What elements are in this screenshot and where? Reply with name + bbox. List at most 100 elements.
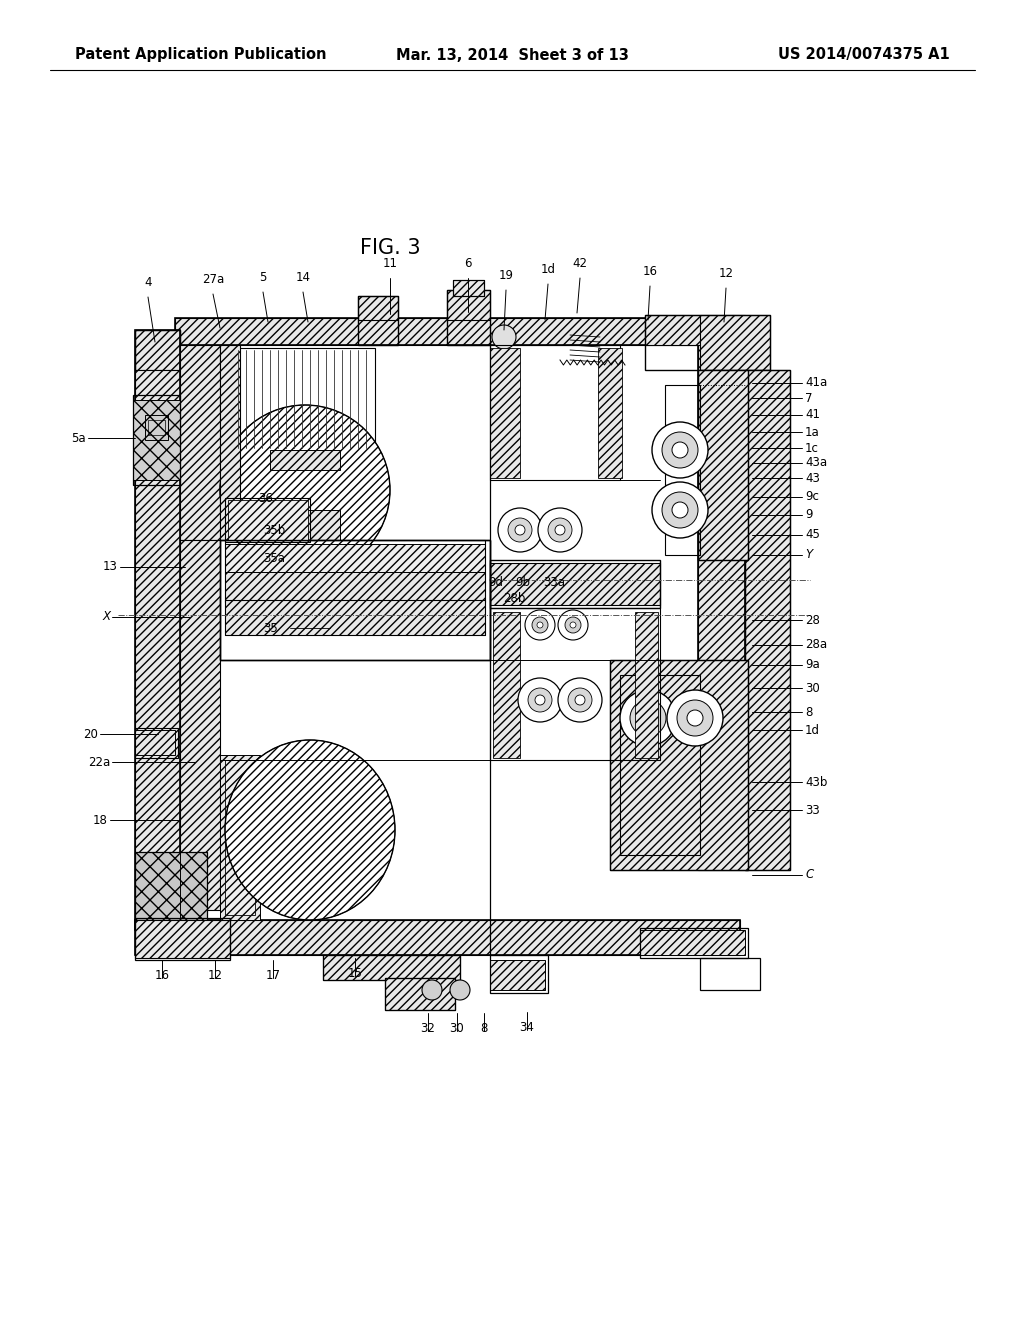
Text: 34: 34 [519,1020,535,1034]
Text: 1c: 1c [805,441,819,454]
Text: 35a: 35a [263,552,285,565]
Polygon shape [490,960,545,990]
Text: 5: 5 [259,271,266,284]
Text: 9d: 9d [488,576,503,589]
Circle shape [570,622,575,628]
Polygon shape [228,500,308,540]
Circle shape [677,700,713,737]
Polygon shape [180,540,220,909]
Text: US 2014/0074375 A1: US 2014/0074375 A1 [778,48,950,62]
Text: Patent Application Publication: Patent Application Publication [75,48,327,62]
Polygon shape [180,345,220,540]
Text: C: C [805,869,813,882]
Circle shape [558,678,602,722]
Polygon shape [640,931,745,954]
Polygon shape [598,348,622,478]
Circle shape [575,696,585,705]
Text: 27a: 27a [202,273,224,286]
Circle shape [687,710,703,726]
Polygon shape [135,730,175,755]
Circle shape [630,700,666,737]
Polygon shape [358,296,398,319]
Circle shape [652,482,708,539]
Circle shape [537,622,543,628]
Circle shape [620,690,676,746]
Polygon shape [490,564,660,605]
Circle shape [640,710,656,726]
Circle shape [558,610,588,640]
Text: 28a: 28a [805,639,827,652]
Text: 28b: 28b [503,591,525,605]
Polygon shape [135,851,207,920]
Text: 43a: 43a [805,457,827,470]
Polygon shape [270,510,340,540]
Text: 6: 6 [464,257,472,271]
Text: 36: 36 [258,491,272,504]
Polygon shape [220,755,260,920]
Text: Mar. 13, 2014  Sheet 3 of 13: Mar. 13, 2014 Sheet 3 of 13 [395,48,629,62]
Text: 15: 15 [347,968,362,979]
Polygon shape [220,345,240,540]
Text: 22a: 22a [88,755,110,768]
Text: 32: 32 [421,1022,435,1035]
Polygon shape [175,318,740,345]
Text: 33a: 33a [543,576,565,589]
Text: 12: 12 [719,267,733,280]
Text: 9: 9 [805,508,812,521]
Circle shape [548,517,572,543]
Text: X: X [102,610,110,623]
Text: 8: 8 [805,705,812,718]
Circle shape [492,325,516,348]
Circle shape [535,696,545,705]
Polygon shape [135,370,180,920]
Polygon shape [225,760,255,915]
Text: 17: 17 [265,969,281,982]
Polygon shape [270,450,340,470]
Polygon shape [645,315,745,345]
Polygon shape [698,341,745,870]
Text: 30: 30 [450,1022,464,1035]
Polygon shape [225,601,485,635]
Polygon shape [698,370,748,560]
Circle shape [525,610,555,640]
Circle shape [498,508,542,552]
Text: 9c: 9c [805,491,819,503]
Circle shape [450,979,470,1001]
Text: 1d: 1d [541,263,555,276]
Circle shape [568,688,592,711]
Polygon shape [323,954,460,979]
Circle shape [565,616,581,634]
Text: 4: 4 [144,276,152,289]
Text: 13: 13 [103,561,118,573]
Polygon shape [490,348,520,478]
Text: 41a: 41a [805,376,827,389]
Text: 18: 18 [93,813,108,826]
Circle shape [662,492,698,528]
Circle shape [538,508,582,552]
Text: 8: 8 [480,1022,487,1035]
Polygon shape [225,572,485,601]
Polygon shape [745,370,790,870]
Text: 35: 35 [263,622,278,635]
Polygon shape [135,920,230,958]
Text: FIG. 3: FIG. 3 [359,238,420,257]
Polygon shape [133,400,180,480]
Text: 5a: 5a [72,432,86,445]
Circle shape [672,442,688,458]
Polygon shape [453,280,484,296]
Circle shape [672,502,688,517]
Text: Y: Y [805,549,812,561]
Text: 19: 19 [499,269,513,282]
Circle shape [662,432,698,469]
Circle shape [508,517,532,543]
Text: 9b: 9b [515,576,530,589]
Polygon shape [447,290,490,319]
Circle shape [528,688,552,711]
Text: 7: 7 [805,392,812,404]
Circle shape [652,422,708,478]
Circle shape [667,690,723,746]
Polygon shape [135,330,180,370]
Text: 1d: 1d [805,723,820,737]
Circle shape [555,525,565,535]
Text: 12: 12 [208,969,222,982]
